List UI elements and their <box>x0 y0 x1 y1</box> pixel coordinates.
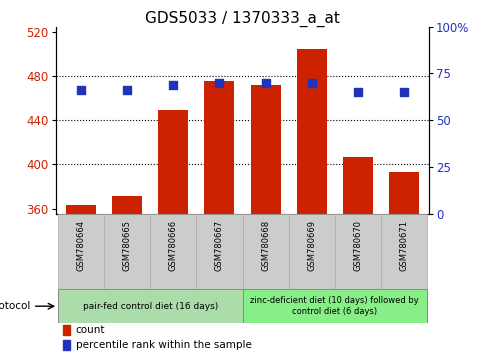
Bar <box>380 214 426 289</box>
Bar <box>388 172 418 214</box>
Bar <box>242 214 288 289</box>
Point <box>169 82 177 87</box>
Text: growth protocol: growth protocol <box>0 301 30 311</box>
Bar <box>58 214 104 289</box>
Title: GDS5033 / 1370333_a_at: GDS5033 / 1370333_a_at <box>145 10 339 27</box>
Bar <box>342 157 372 214</box>
Bar <box>112 196 142 214</box>
Bar <box>288 214 334 289</box>
Point <box>77 87 85 93</box>
Text: GSM780665: GSM780665 <box>122 220 132 271</box>
Text: percentile rank within the sample: percentile rank within the sample <box>76 340 251 350</box>
Bar <box>242 289 426 323</box>
Bar <box>196 214 242 289</box>
Text: GSM780664: GSM780664 <box>76 220 86 271</box>
Bar <box>150 214 196 289</box>
Point <box>399 89 407 95</box>
Bar <box>66 205 96 214</box>
Bar <box>334 214 380 289</box>
Point <box>261 80 269 86</box>
Bar <box>104 214 150 289</box>
Text: GSM780670: GSM780670 <box>352 220 362 271</box>
Point <box>353 89 361 95</box>
Bar <box>204 81 234 214</box>
Text: count: count <box>76 325 105 336</box>
Text: GSM780667: GSM780667 <box>214 220 224 271</box>
Bar <box>250 85 280 214</box>
Point <box>123 87 131 93</box>
Text: pair-fed control diet (16 days): pair-fed control diet (16 days) <box>82 302 217 311</box>
Text: GSM780666: GSM780666 <box>168 220 178 271</box>
Text: zinc-deficient diet (10 days) followed by
control diet (6 days): zinc-deficient diet (10 days) followed b… <box>250 297 418 316</box>
Text: GSM780671: GSM780671 <box>398 220 408 271</box>
Text: GSM780668: GSM780668 <box>260 220 270 271</box>
Bar <box>158 110 188 214</box>
Point <box>215 80 223 86</box>
Point <box>307 80 315 86</box>
Bar <box>296 48 326 214</box>
Bar <box>58 289 242 323</box>
Text: GSM780669: GSM780669 <box>306 220 316 271</box>
Bar <box>63 325 70 336</box>
Bar <box>63 340 70 350</box>
